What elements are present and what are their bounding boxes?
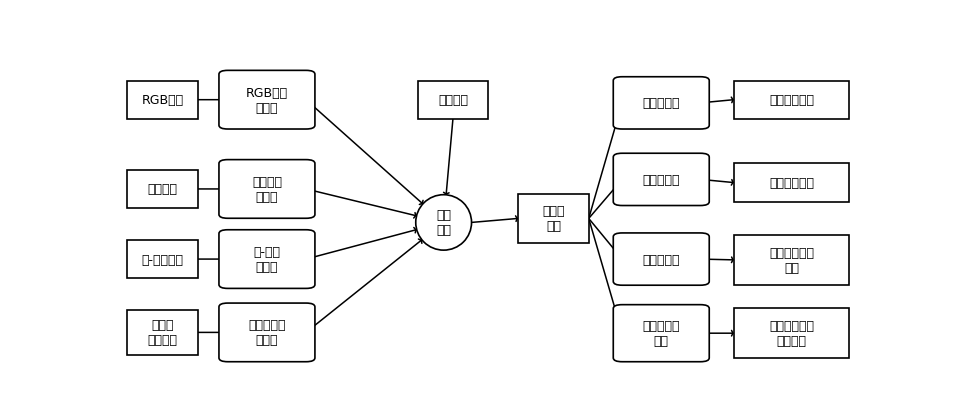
Text: 机器人
本体信息: 机器人 本体信息 (148, 318, 178, 347)
FancyBboxPatch shape (128, 171, 198, 209)
Text: 碰撞预测器: 碰撞预测器 (642, 173, 680, 186)
FancyBboxPatch shape (219, 71, 315, 130)
FancyBboxPatch shape (613, 305, 709, 362)
Text: 预测是否碰撞: 预测是否碰撞 (769, 177, 814, 190)
Text: 耗能预测器: 耗能预测器 (642, 253, 680, 266)
Text: 最大力矩预
测器: 最大力矩预 测器 (642, 319, 680, 347)
FancyBboxPatch shape (613, 154, 709, 206)
FancyBboxPatch shape (733, 164, 849, 202)
FancyBboxPatch shape (418, 81, 489, 119)
Text: 深度图像: 深度图像 (148, 183, 178, 196)
FancyBboxPatch shape (128, 310, 198, 355)
Text: 预测光流图像: 预测光流图像 (769, 94, 814, 107)
FancyBboxPatch shape (613, 233, 709, 285)
Text: 预测关节力矩
的最大值: 预测关节力矩 的最大值 (769, 319, 814, 347)
FancyBboxPatch shape (219, 160, 315, 219)
Text: 力-力矩信息: 力-力矩信息 (142, 253, 183, 266)
FancyBboxPatch shape (128, 240, 198, 278)
FancyBboxPatch shape (733, 309, 849, 358)
Text: 深度图像
编码器: 深度图像 编码器 (252, 176, 282, 204)
FancyBboxPatch shape (733, 81, 849, 119)
Text: 力-力矩
编码器: 力-力矩 编码器 (253, 245, 280, 273)
Text: RGB图像: RGB图像 (142, 94, 184, 107)
Text: 多模态
表征: 多模态 表征 (542, 205, 564, 233)
FancyBboxPatch shape (733, 235, 849, 285)
FancyBboxPatch shape (518, 194, 588, 244)
Text: 光流预测器: 光流预测器 (642, 97, 680, 110)
Text: 动作信息: 动作信息 (438, 94, 468, 107)
FancyBboxPatch shape (219, 303, 315, 362)
FancyBboxPatch shape (219, 230, 315, 289)
Text: 预测动作耗能
情况: 预测动作耗能 情况 (769, 246, 814, 274)
FancyBboxPatch shape (613, 78, 709, 130)
Text: RGB图像
编码器: RGB图像 编码器 (246, 86, 288, 114)
Ellipse shape (416, 195, 471, 251)
FancyBboxPatch shape (128, 81, 198, 119)
Text: 模态
融合: 模态 融合 (436, 209, 451, 237)
Text: 机器人信息
编码器: 机器人信息 编码器 (249, 318, 286, 347)
